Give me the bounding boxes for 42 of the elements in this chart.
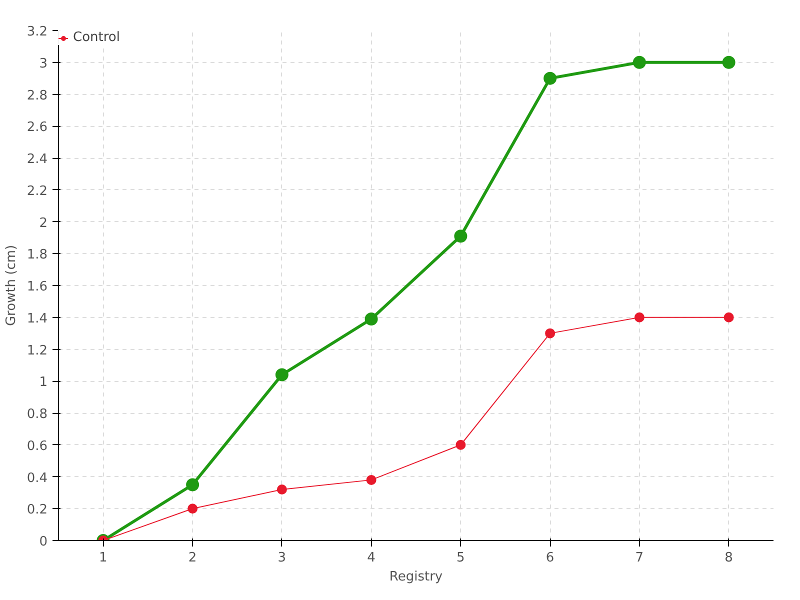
point <box>366 474 376 485</box>
y-tick-label: 1.4 <box>26 311 48 326</box>
x-tick-label: 8 <box>724 550 733 566</box>
point <box>632 56 646 69</box>
point <box>186 478 200 492</box>
point <box>454 230 468 243</box>
x-tick-label: 1 <box>99 550 108 566</box>
y-tick-label: 1.8 <box>26 248 48 263</box>
point <box>634 312 644 322</box>
legend-label: Control <box>73 30 120 45</box>
x-tick-label: 5 <box>456 550 465 566</box>
point <box>724 312 734 322</box>
x-tick-label: 3 <box>278 550 286 566</box>
point <box>275 368 288 382</box>
y-tick-label: 1 <box>39 375 48 390</box>
point <box>456 440 466 450</box>
y-tick-label: 0 <box>39 534 48 550</box>
y-axis-title: Growth (cm) <box>4 244 19 326</box>
point <box>364 312 378 326</box>
y-tick-label: 2 <box>39 216 48 231</box>
y-tick-label: 0.2 <box>26 502 48 518</box>
point <box>544 72 557 85</box>
y-tick-label: 2.2 <box>26 184 48 199</box>
y-tick-label: 1.2 <box>26 343 48 358</box>
x-tick-label: 2 <box>188 550 197 566</box>
y-tick-label: 3.2 <box>26 24 48 40</box>
x-axis-title: Registry <box>389 570 443 584</box>
y-tick-label: 0.8 <box>26 407 48 422</box>
y-tick-label: 2.8 <box>26 88 48 104</box>
x-tick-label: 4 <box>367 550 376 566</box>
y-tick-label: 3 <box>39 56 48 72</box>
y-tick-label: 1.6 <box>26 280 48 294</box>
y-tick-label: 0.4 <box>26 470 48 486</box>
point <box>545 328 556 338</box>
y-tick-label: 2.4 <box>26 152 48 167</box>
y-tick-label: 2.6 <box>26 120 48 136</box>
point <box>722 56 736 69</box>
y-tick-label: 0.6 <box>26 438 48 454</box>
x-tick-label: 7 <box>635 550 644 566</box>
point <box>276 484 287 494</box>
x-tick-label: 6 <box>546 550 554 566</box>
point <box>188 504 198 514</box>
